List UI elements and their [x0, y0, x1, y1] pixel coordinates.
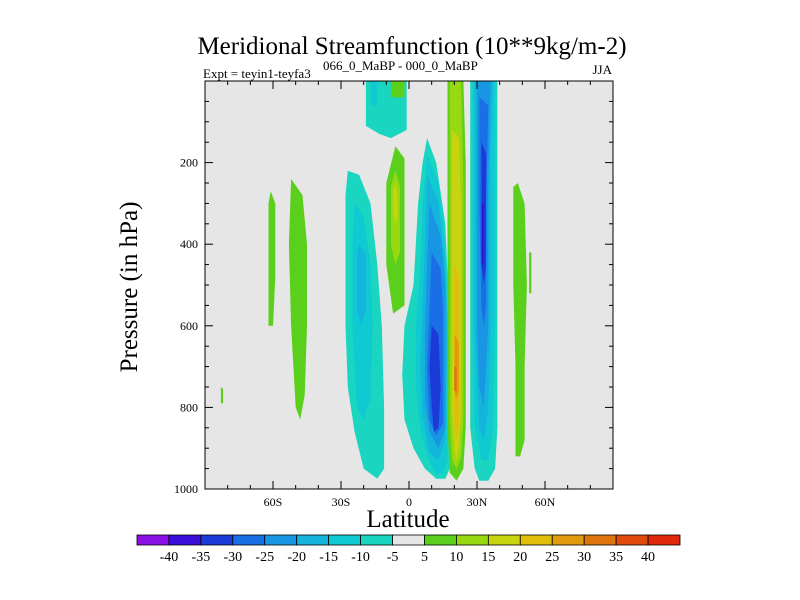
contour-region-level-35 [454, 366, 457, 392]
contour-region-level-10 [513, 183, 527, 457]
y-tick-label: 600 [180, 319, 198, 333]
contour-region-level--35 [481, 203, 484, 265]
colorbar-swatch [615, 534, 649, 546]
contour-region-level-10 [220, 387, 224, 404]
colorbar-swatch [456, 534, 489, 546]
x-tick-label: 30N [467, 495, 488, 509]
colorbar-label: 10 [449, 550, 463, 565]
y-tick-label: 800 [180, 400, 198, 414]
colorbar-label: -5 [387, 550, 399, 565]
colorbar-swatch [583, 534, 617, 546]
x-tick-label: 60S [264, 495, 283, 509]
season-label: JJA [592, 62, 612, 77]
colorbar-label: -30 [223, 550, 242, 565]
colorbar-swatch [551, 534, 585, 546]
colorbar-swatch [519, 534, 553, 546]
colorbar-label: 15 [481, 550, 495, 565]
x-tick-label: 30S [332, 495, 351, 509]
colorbar-label: 30 [577, 550, 591, 565]
contour-region-level-10 [390, 81, 405, 98]
colorbar-labels: -40 -35 -30 -25 -20 -15 -10 -5 5 10 15 20 25 30 35 40 [160, 550, 655, 565]
contour-region-level--10 [370, 81, 378, 106]
y-tick-label: 1000 [174, 482, 198, 496]
colorbar-swatch [424, 534, 457, 546]
x-tick-label: 0 [406, 495, 412, 509]
colorbar-label: -20 [287, 550, 306, 565]
colorbar-swatch [647, 534, 681, 546]
colorbar-label: -40 [160, 550, 179, 565]
y-axis-label: Pressure (in hPa) [116, 202, 143, 373]
colorbar-swatch [360, 534, 393, 546]
plot-area: 60S 30S 0 30N 60N 200 400 600 800 1000 [174, 80, 614, 509]
contour-region-level-10 [268, 191, 276, 326]
colorbar-label: 40 [641, 550, 655, 565]
colorbar-label: -10 [351, 550, 370, 565]
contour-region-level-20 [393, 183, 398, 224]
colorbar-swatch [200, 534, 234, 546]
colorbar-swatch [328, 534, 361, 546]
colorbar-label: 25 [545, 550, 559, 565]
chart-title: Meridional Streamfunction (10**9kg/m-2) [197, 33, 626, 60]
axis-ticks [204, 80, 614, 490]
colorbar-label: -25 [255, 550, 274, 565]
experiment-superscript: 066_0_MaBP - 000_0_MaBP [323, 58, 478, 73]
colorbar [136, 534, 681, 546]
colorbar-swatch [264, 534, 298, 546]
colorbar-label: 20 [513, 550, 527, 565]
contour-region-level--15 [356, 244, 366, 326]
colorbar-swatch [487, 534, 521, 546]
y-tick-label: 200 [180, 156, 198, 170]
contour-region-level-10 [529, 252, 532, 294]
contour-regions [220, 81, 532, 481]
y-tick-label: 400 [180, 237, 198, 251]
x-tick-label: 60N [535, 495, 556, 509]
x-axis-label: Latitude [366, 506, 449, 533]
colorbar-swatch [232, 534, 266, 546]
colorbar-label: 5 [421, 550, 428, 565]
colorbar-swatch [296, 534, 330, 546]
colorbar-label: 35 [609, 550, 623, 565]
contour-region-level-10 [288, 178, 307, 420]
colorbar-label: -15 [319, 550, 338, 565]
contour-region-level--30 [429, 325, 441, 432]
colorbar-swatch [136, 534, 170, 546]
axis-tick-labels: 60S 30S 0 30N 60N 200 400 600 800 1000 [174, 156, 556, 509]
colorbar-swatch [392, 534, 425, 546]
colorbar-swatch [168, 534, 202, 546]
experiment-label: Expt = teyin1-teyfa3 [203, 66, 311, 81]
colorbar-label: -35 [192, 550, 211, 565]
